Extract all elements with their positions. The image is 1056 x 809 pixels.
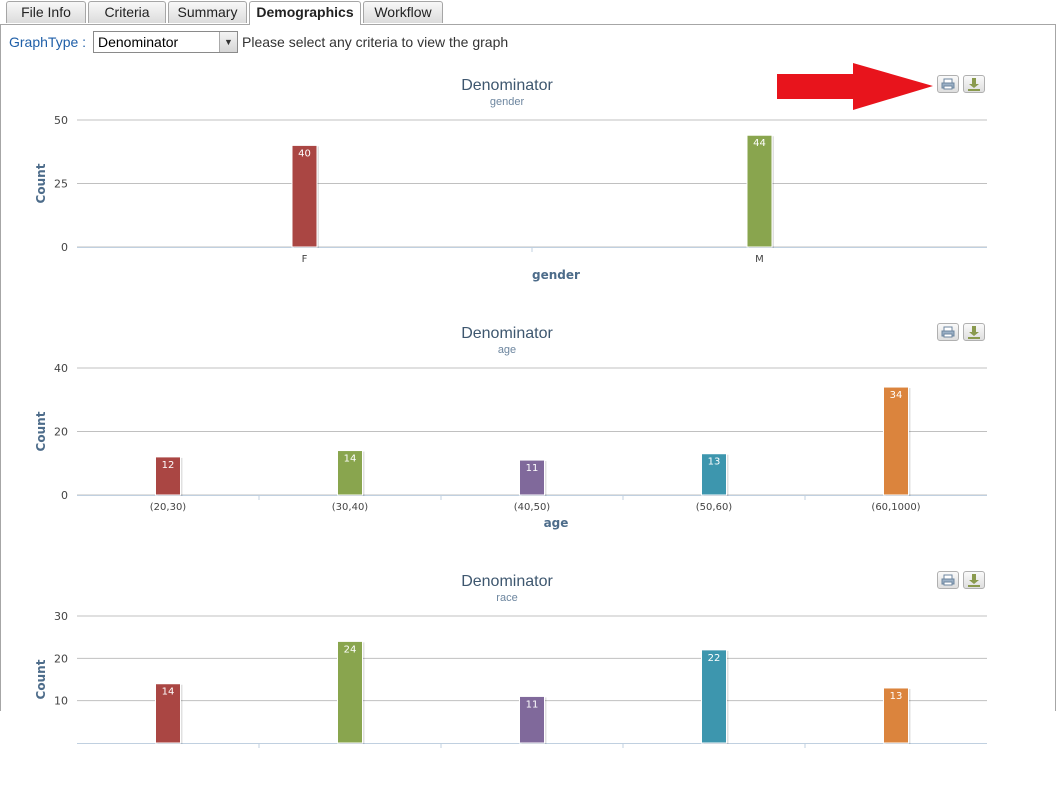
x-tick-label: (40,50) xyxy=(514,502,551,513)
download-button[interactable] xyxy=(963,323,985,341)
y-axis-label: Count xyxy=(34,163,48,203)
y-tick-label: 50 xyxy=(54,114,68,127)
download-icon xyxy=(968,78,980,91)
y-tick-label: 10 xyxy=(54,695,68,708)
bar xyxy=(701,453,727,496)
tab-file-info[interactable]: File Info xyxy=(6,1,86,23)
bar xyxy=(155,456,181,496)
chart-subtitle: age xyxy=(498,344,516,356)
bar xyxy=(519,459,545,496)
y-tick-label: 20 xyxy=(54,652,68,665)
print-icon xyxy=(941,574,955,586)
download-button[interactable] xyxy=(963,75,985,93)
y-tick-label: 30 xyxy=(54,610,68,623)
x-axis-label: gender xyxy=(532,268,580,282)
chart-subtitle: race xyxy=(496,592,517,604)
print-icon xyxy=(941,78,955,90)
graph-type-label: GraphType : xyxy=(9,34,87,50)
x-tick-label: (60,1000) xyxy=(871,502,920,513)
download-icon xyxy=(968,574,980,587)
chart-age: Denominator age 0 20 40 Count 12 (20,30) 14 (30,4… xyxy=(0,321,1054,561)
y-tick-label: 40 xyxy=(54,362,68,375)
data-label: 14 xyxy=(162,687,175,698)
data-label: 12 xyxy=(162,460,175,471)
graph-type-hint: Please select any criteria to view the g… xyxy=(242,34,509,50)
chart-subtitle: gender xyxy=(490,96,525,108)
y-tick-label: 0 xyxy=(61,489,68,502)
data-label: 34 xyxy=(890,390,903,401)
tab-workflow[interactable]: Workflow xyxy=(363,1,443,23)
graph-type-select[interactable]: Denominator ▼ xyxy=(93,31,238,53)
bar xyxy=(883,386,909,496)
data-label: 44 xyxy=(753,138,766,149)
bar xyxy=(337,640,363,744)
print-button[interactable] xyxy=(937,323,959,341)
chevron-down-icon[interactable]: ▼ xyxy=(219,32,237,52)
chart-svg: Denominator age 0 20 40 Count 12 (20,30) 14 (30,4… xyxy=(34,325,987,530)
x-tick-label: M xyxy=(755,254,764,265)
chart-title: Denominator xyxy=(461,573,553,590)
data-label: 24 xyxy=(344,644,357,655)
x-tick-label: (30,40) xyxy=(332,502,369,513)
x-tick-label: (20,30) xyxy=(150,502,187,513)
tab-bar: File Info Criteria Summary Demographics … xyxy=(0,0,1056,25)
data-label: 13 xyxy=(708,457,721,468)
download-icon xyxy=(968,326,980,339)
print-icon xyxy=(941,326,955,338)
print-button[interactable] xyxy=(937,571,959,589)
bar xyxy=(337,450,363,496)
x-tick-label: (50,60) xyxy=(696,502,733,513)
y-tick-label: 25 xyxy=(54,178,68,191)
chart-svg: Denominator race 10 20 30 Count 14 24 11 22 13 xyxy=(34,573,987,748)
y-tick-label: 0 xyxy=(61,241,68,254)
chart-race: Denominator race 10 20 30 Count 14 24 11 22 13 xyxy=(0,569,1054,809)
data-label: 11 xyxy=(526,463,539,474)
print-button[interactable] xyxy=(937,75,959,93)
tab-summary[interactable]: Summary xyxy=(168,1,247,23)
tab-criteria[interactable]: Criteria xyxy=(88,1,166,23)
x-tick-label: F xyxy=(302,254,308,265)
data-label: 14 xyxy=(344,454,357,465)
red-arrow-icon xyxy=(777,63,933,110)
tab-demographics[interactable]: Demographics xyxy=(249,1,361,25)
data-label: 22 xyxy=(708,653,721,664)
download-button[interactable] xyxy=(963,571,985,589)
bar xyxy=(291,144,318,248)
y-axis-label: Count xyxy=(34,411,48,451)
data-label: 11 xyxy=(526,699,539,710)
graph-type-selected-value: Denominator xyxy=(98,34,179,50)
data-label: 13 xyxy=(890,691,903,702)
bar xyxy=(746,134,773,248)
chart-title: Denominator xyxy=(461,325,553,342)
data-label: 40 xyxy=(298,148,311,159)
chart-title: Denominator xyxy=(461,77,553,94)
x-axis-label: age xyxy=(544,516,569,530)
y-tick-label: 20 xyxy=(54,426,68,439)
y-axis-label: Count xyxy=(34,659,48,699)
